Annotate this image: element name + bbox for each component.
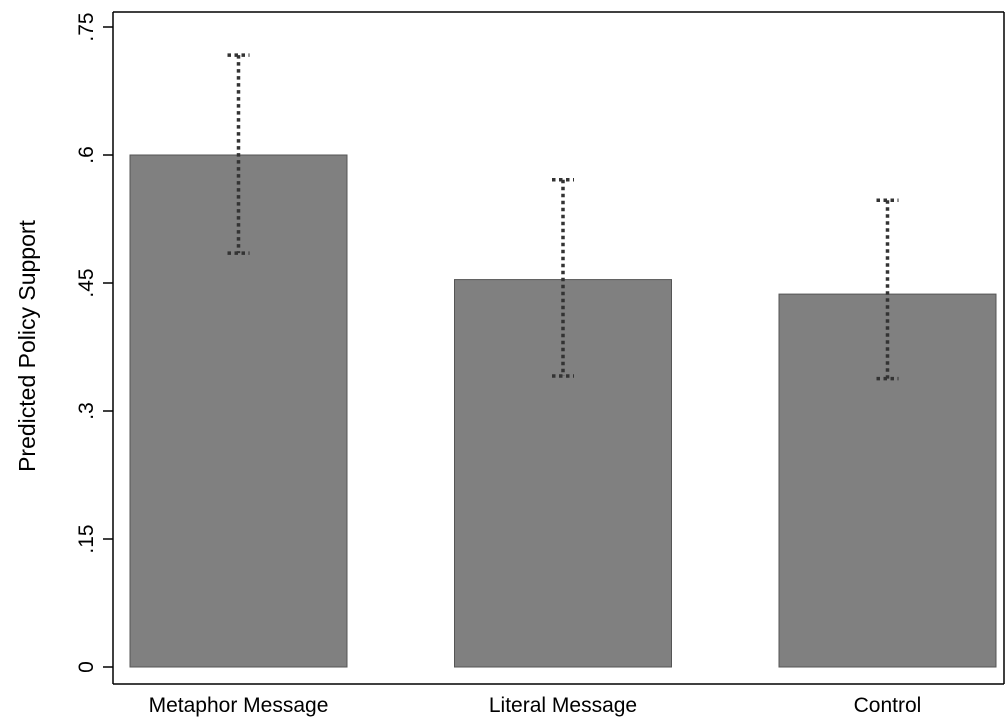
y-tick-label: .75 [75,12,98,41]
bar-literal-message [454,279,672,668]
y-tick-label: .3 [75,402,98,420]
y-axis-title: Predicted Policy Support [14,219,40,471]
y-tick-label: .6 [75,146,98,164]
axes-layer [103,11,1005,685]
error-bar-control [876,198,899,381]
error-bar-literal-message [552,177,574,378]
error-bars-layer [227,53,899,381]
y-tick-label: .45 [75,268,98,297]
y-tick-label: 0 [75,661,98,673]
x-tick-label: Metaphor Message [149,694,329,717]
x-tick-label: Control [854,694,922,717]
labels-layer: Metaphor Message Literal Message Control 0.… [75,12,921,717]
x-tick-label: Literal Message [489,694,637,717]
error-bar-metaphor-message [227,53,250,255]
y-tick-label: .15 [75,524,98,553]
